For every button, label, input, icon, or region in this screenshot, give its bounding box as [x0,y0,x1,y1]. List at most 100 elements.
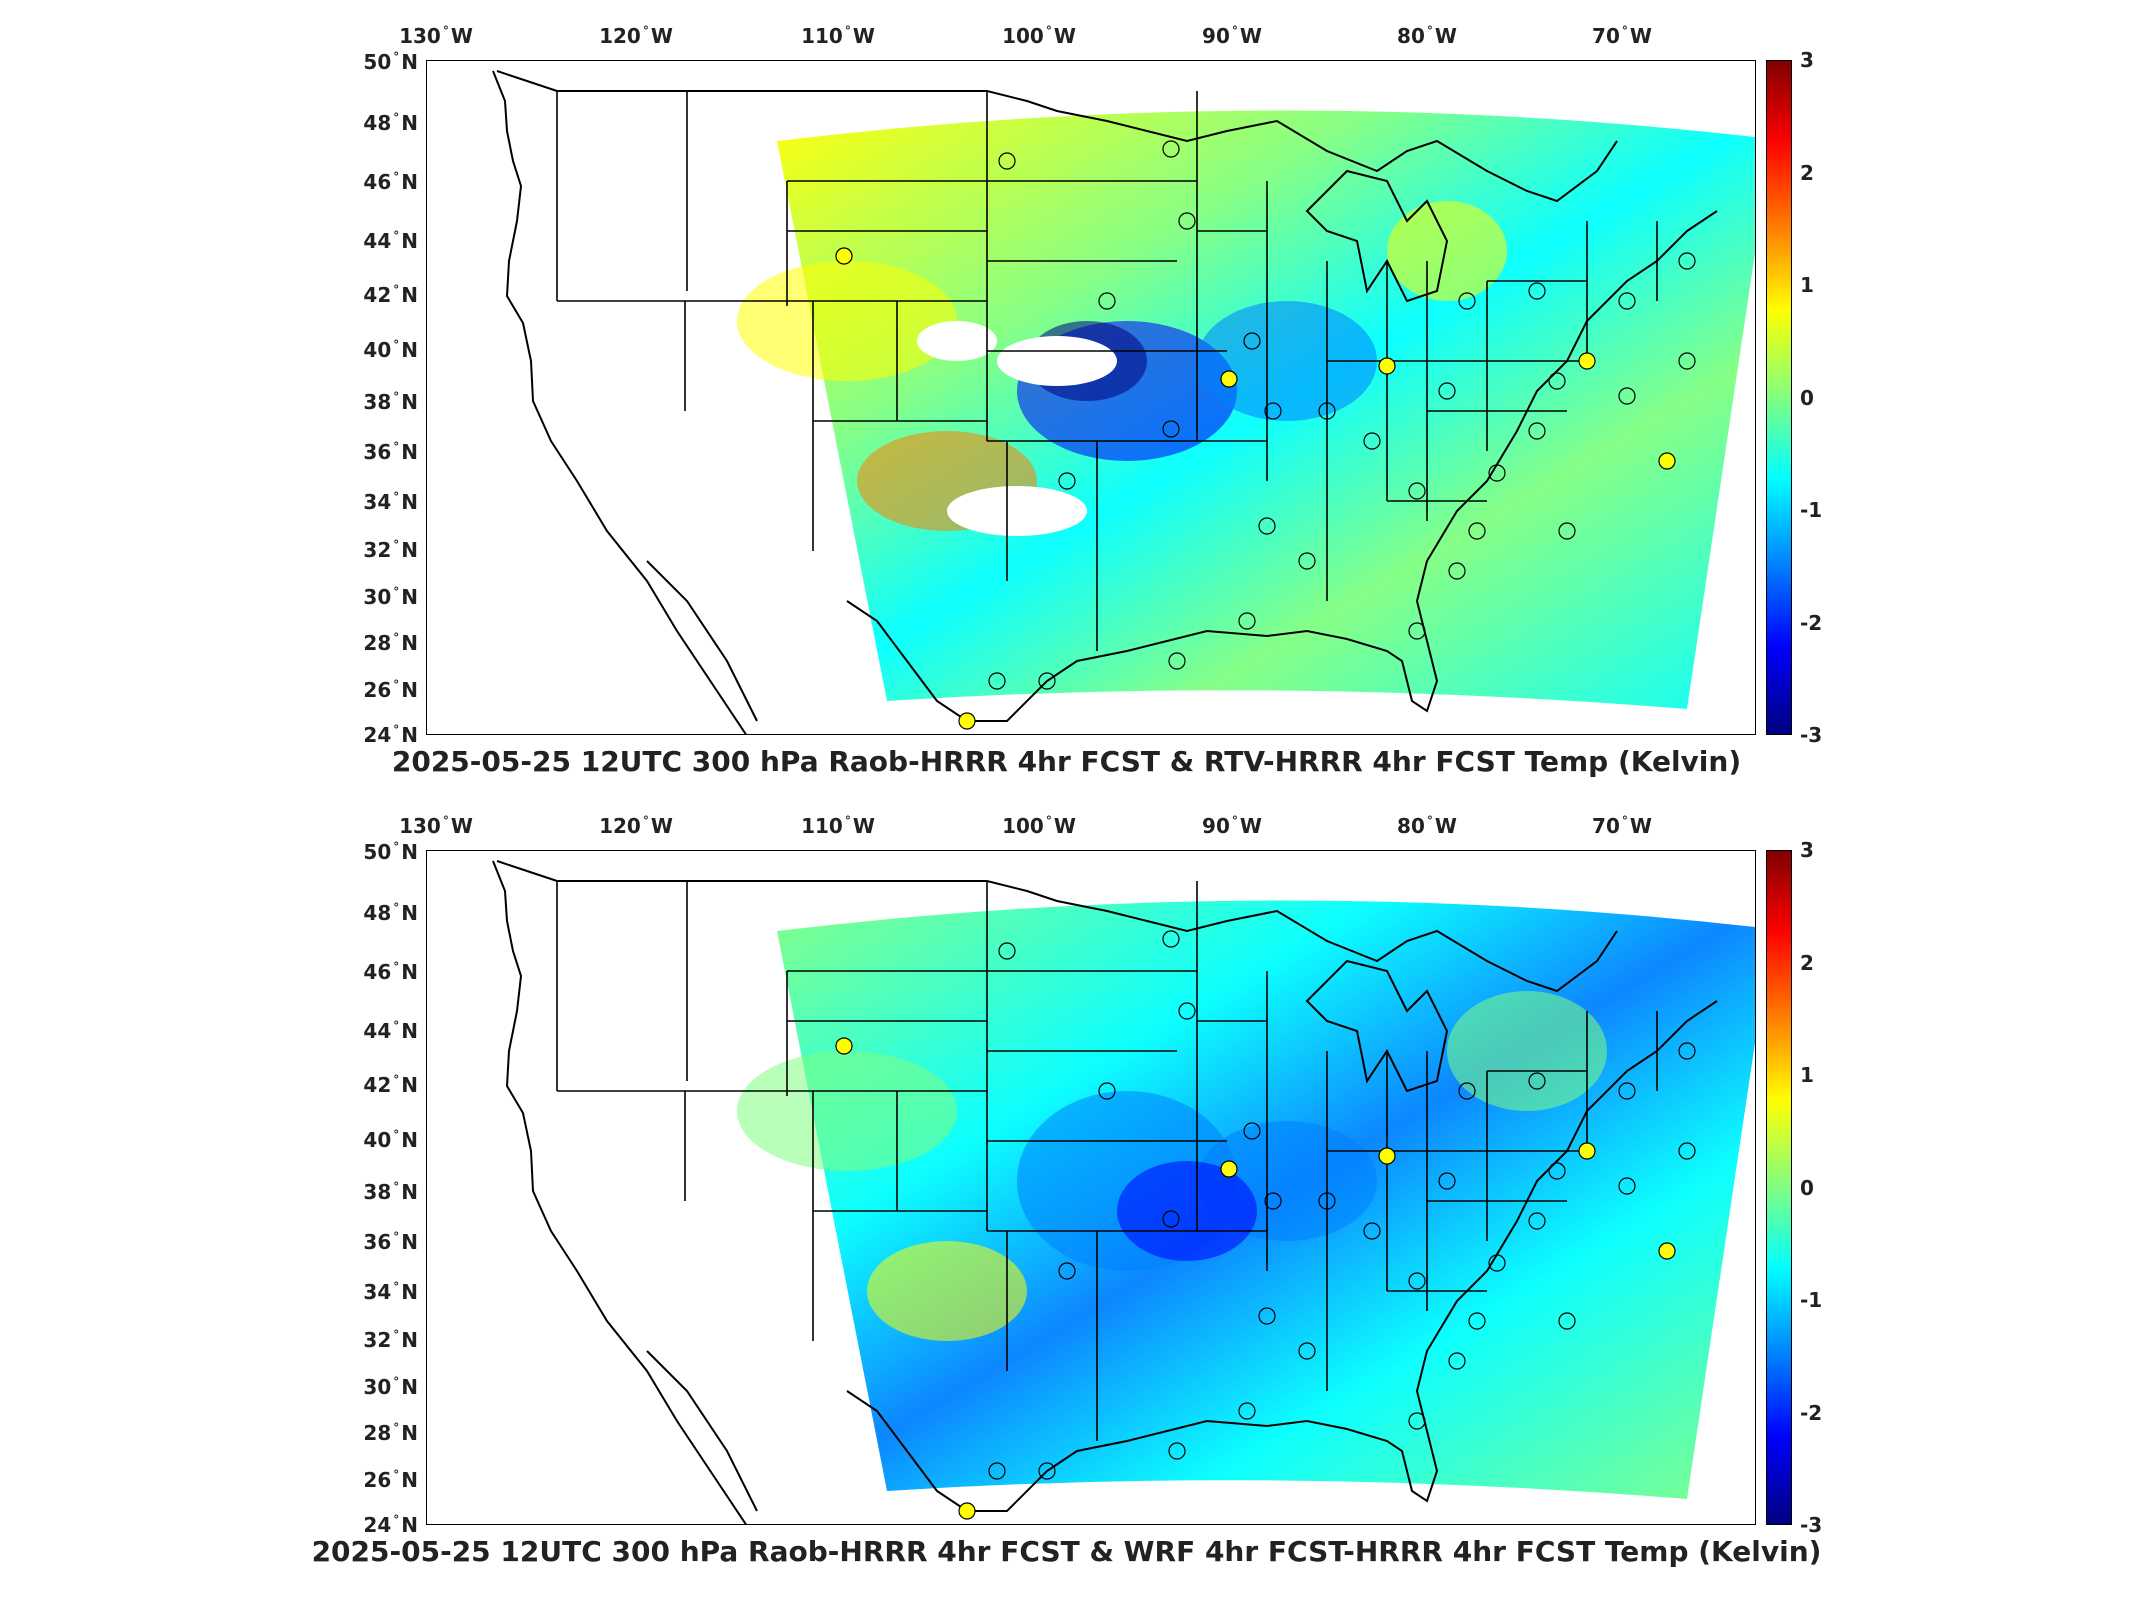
coastline [646,560,758,722]
station-marker [1168,652,1186,670]
station-marker [1243,332,1261,350]
anomaly-region [1117,1161,1257,1261]
latitude-tick-label: 50 ° N [363,840,418,864]
map-title: 2025-05-25 12UTC 300 hPa Raob-HRRR 4hr F… [391,745,1742,778]
station-marker [1408,622,1426,640]
colorbar-tick-label: 1 [1800,273,1814,297]
map-svg [492,70,1755,734]
station-marker [1038,672,1056,690]
longitude-tick-label: 120 ° W [599,814,673,838]
station-marker [958,1502,976,1520]
latitude-tick-label: 38 ° N [363,390,418,414]
longitude-tick-label: 110 ° W [801,24,875,48]
station-marker [998,152,1016,170]
station-marker [1678,352,1696,370]
latitude-tick-label: 42 ° N [363,1073,418,1097]
station-marker [1298,1342,1316,1360]
station-marker [1162,930,1180,948]
colorbar [1766,60,1792,735]
latitude-tick-label: 32 ° N [363,1328,418,1352]
longitude-tick-label: 80 ° W [1397,814,1457,838]
station-marker [1098,1082,1116,1100]
station-marker [835,1037,853,1055]
colorbar-tick-label: -3 [1800,1513,1823,1537]
longitude-tick-label: 120 ° W [599,24,673,48]
station-marker [1264,1192,1282,1210]
station-marker [835,247,853,265]
station-marker [1678,1042,1696,1060]
latitude-tick-label: 38 ° N [363,1180,418,1204]
station-marker [1178,1002,1196,1020]
station-marker [1162,1210,1180,1228]
station-marker [1578,352,1596,370]
coastline [846,210,1718,722]
station-marker [1658,452,1676,470]
station-marker [1578,1142,1596,1160]
station-marker [1220,1160,1238,1178]
longitude-tick-label: 90 ° W [1202,814,1262,838]
map-panel-bottom: 130 ° W 120 ° W 110 ° W 100 ° W 90 ° W 80 ° W 70 ° W 50 ° N 48 ° N… [0,790,2133,1600]
longitude-tick-label: 70 ° W [1592,24,1652,48]
station-marker [1548,1162,1566,1180]
anomaly-region [1387,201,1507,301]
latitude-tick-label: 24 ° N [363,1513,418,1537]
station-marker [988,672,1006,690]
anomaly-region [1197,301,1377,421]
anomaly-region [737,261,957,381]
station-marker [1438,382,1456,400]
anomaly-region [737,1051,957,1171]
map-frame [426,60,1756,735]
station-marker [988,1462,1006,1480]
colorbar-tick-label: -2 [1800,1400,1823,1425]
station-marker [1618,1177,1636,1195]
station-marker [1168,1442,1186,1460]
station-marker [1468,522,1486,540]
coastline [1305,169,1449,303]
station-marker [1038,1462,1056,1480]
longitude-tick-label: 110 ° W [801,814,875,838]
station-marker [1058,472,1076,490]
station-marker [1488,464,1506,482]
geographic-boundaries [492,860,1718,1524]
latitude-tick-label: 30 ° N [363,1375,418,1399]
station-marker [1378,1147,1396,1165]
colorbar-tick-label: -1 [1800,498,1823,522]
geographic-boundaries [492,70,1718,734]
coastline [646,1350,758,1512]
station-marker [1178,212,1196,230]
map-title: 2025-05-25 12UTC 300 hPa Raob-HRRR 4hr F… [311,1535,1822,1568]
colorbar-tick-label: -2 [1800,610,1823,635]
missing-data-area [917,321,997,361]
colorbar-tick-label: 0 [1800,1175,1814,1200]
latitude-tick-label: 40 ° N [363,1128,418,1152]
station-marker [1098,292,1116,310]
station-marker [1678,252,1696,270]
colorbar-tick-label: -1 [1800,1288,1823,1312]
coastline [846,1000,1718,1512]
station-marker [1528,282,1546,300]
latitude-tick-label: 34 ° N [363,1280,418,1304]
station-marker [1258,517,1276,535]
station-marker [1264,402,1282,420]
station-marker [1408,1412,1426,1430]
station-marker [998,942,1016,960]
station-marker [1558,1312,1576,1330]
colorbar-tick-label: 3 [1800,48,1814,72]
colorbar [1766,850,1792,1525]
latitude-tick-label: 32 ° N [363,538,418,562]
latitude-tick-label: 44 ° N [363,1019,418,1043]
station-marker [1058,1262,1076,1280]
station-marker [1363,1222,1381,1240]
latitude-tick-label: 36 ° N [363,1230,418,1254]
station-marker [958,712,976,730]
longitude-tick-label: 80 ° W [1397,24,1457,48]
latitude-tick-label: 48 ° N [363,111,418,135]
station-marker [1458,1082,1476,1100]
colorbar-tick-label: 2 [1800,950,1814,975]
latitude-tick-label: 28 ° N [363,1421,418,1445]
anomaly-region [1447,991,1607,1111]
station-marker [1528,422,1546,440]
station-marker [1438,1172,1456,1190]
station-marker [1448,562,1466,580]
missing-data-area [947,486,1087,536]
